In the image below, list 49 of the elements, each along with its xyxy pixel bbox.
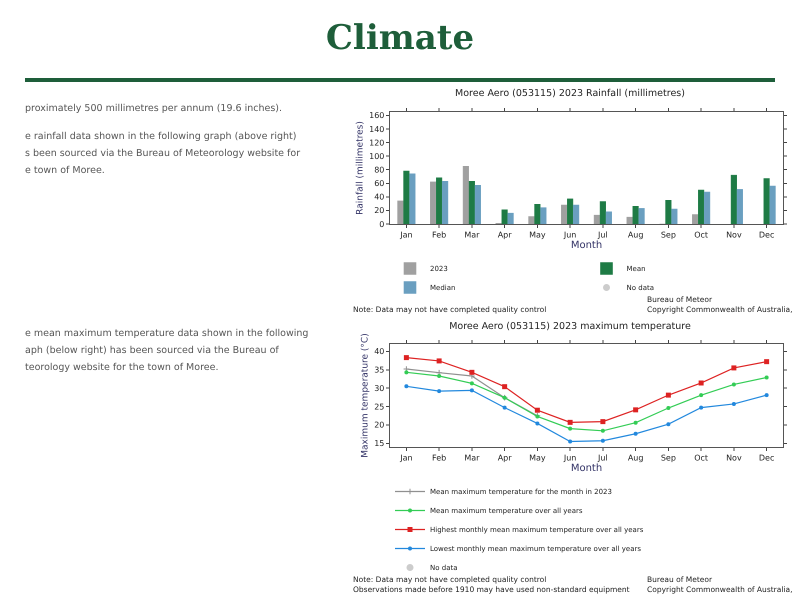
x-tick-label: Nov <box>726 454 742 463</box>
y-tick-label: 40 <box>374 347 384 356</box>
x-tick-label: Dec <box>758 454 774 463</box>
y-tick-label: 20 <box>374 206 384 216</box>
text: e rainfall data shown in the following graph (above right) s been sourced via the Bureau of Meteorology website for e town of Moree. <box>25 130 302 178</box>
y-tick-label: 35 <box>374 366 384 375</box>
chart-title: Moree Aero (053115) 2023 maximum temperature <box>449 320 691 332</box>
chart-title: Moree Aero (053115) 2023 Rainfall (millimetres) <box>455 88 685 100</box>
x-tick-label: Sep <box>660 230 676 240</box>
x-tick-label: May <box>529 454 546 463</box>
x-tick-label: Feb <box>432 230 446 240</box>
x-tick-label: Jun <box>562 230 576 240</box>
x-tick-label: Jan <box>399 230 413 240</box>
x-tick-label: Nov <box>726 230 742 240</box>
y-tick-label: 160 <box>369 111 384 120</box>
y-tick-label: 120 <box>369 138 384 148</box>
text: proximately 500 millimetres per annum (19.6 inches). <box>25 102 283 116</box>
y-axis-title: Maximum temperature (°C) <box>360 333 371 458</box>
y-tick-label: 80 <box>374 166 384 174</box>
x-tick-label: Mar <box>464 230 480 240</box>
x-tick-label: May <box>529 230 546 240</box>
x-tick-label: Apr <box>498 454 512 463</box>
x-tick-label: Feb <box>432 454 446 463</box>
text: Climate <box>324 18 476 58</box>
y-axis-title: Rainfall (millimetres) <box>355 121 366 215</box>
y-tick-label: 30 <box>374 384 384 393</box>
y-tick-label: 0 <box>379 220 384 229</box>
x-axis-title: Month <box>570 463 602 474</box>
x-tick-label: Sep <box>660 454 676 463</box>
y-tick-label: 140 <box>369 124 384 134</box>
x-tick-label: Mar <box>464 454 480 463</box>
y-tick-label: 20 <box>374 420 384 430</box>
y-tick-label: 60 <box>374 179 384 188</box>
y-tick-label: 40 <box>374 192 384 202</box>
x-tick-label: Oct <box>694 454 708 463</box>
y-tick-label: 100 <box>369 152 384 161</box>
text: e mean maximum temperature data shown in the following aph (below right) has been sourced via the Bureau of teorology website for the town of Moree. <box>25 327 310 375</box>
y-tick-label: 15 <box>374 439 384 448</box>
x-tick-label: Oct <box>694 230 708 240</box>
x-tick-label: Dec <box>758 230 774 240</box>
y-tick-label: 25 <box>374 402 384 412</box>
x-tick-label: Aug <box>628 454 644 463</box>
x-tick-label: Jun <box>562 454 576 463</box>
x-tick-label: Jul <box>597 454 608 463</box>
x-tick-label: Jan <box>399 454 413 463</box>
x-tick-label: Aug <box>628 230 644 240</box>
x-axis-title: Month <box>570 240 602 252</box>
x-tick-label: Apr <box>498 230 512 240</box>
x-tick-label: Jul <box>597 230 608 240</box>
